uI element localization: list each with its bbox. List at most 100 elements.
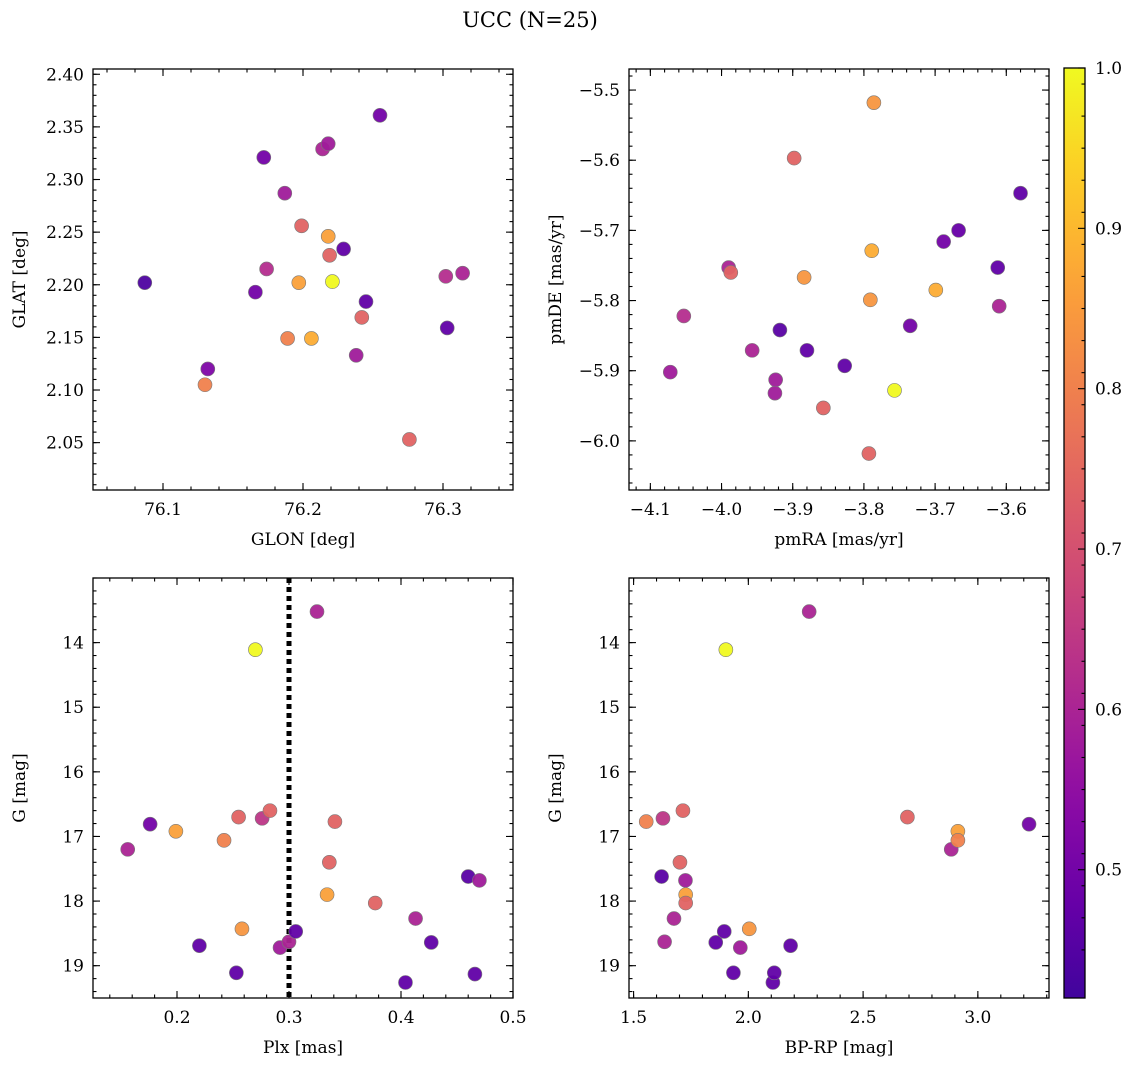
figure-title: UCC (N=25) (462, 8, 598, 32)
scatter-point (655, 811, 671, 826)
scatter-point (304, 331, 319, 346)
scatter-point (472, 873, 487, 888)
scatter-point (676, 308, 692, 324)
y-tick-label: 18 (598, 892, 620, 912)
scatter-point (991, 298, 1007, 314)
scatter-point (744, 343, 760, 358)
colorbar: 0.5 0.6 0.7 0.8 0.9 1.0 (1063, 59, 1122, 999)
scatter-point (936, 234, 951, 249)
y-axis-label: GLAT [deg] (10, 230, 30, 328)
scatter-point (455, 265, 470, 281)
scatter-point (294, 218, 309, 234)
x-tick-label: 2.0 (735, 1008, 762, 1028)
y-tick-label: 2.05 (46, 434, 84, 454)
scatter-point (768, 372, 783, 388)
scatter-point (291, 275, 307, 290)
x-tick-label: −3.6 (986, 500, 1027, 520)
scatter-point (197, 377, 213, 393)
y-tick-label: 16 (598, 763, 620, 783)
scatter-point (200, 361, 216, 377)
scatter-point (951, 223, 966, 238)
x-tick-label: −4.1 (630, 500, 671, 520)
y-tick-label: 18 (62, 892, 84, 912)
scatter-point (733, 940, 748, 955)
scatter-point (950, 833, 966, 848)
x-tick-label: 1.5 (620, 1008, 647, 1028)
scatter-point (467, 966, 483, 982)
axes-frame (92, 577, 514, 999)
axes-frame (628, 577, 1050, 999)
scatter-point (438, 269, 454, 284)
scatter-point (716, 924, 732, 939)
scatter-point (990, 260, 1006, 275)
scatter-point (231, 809, 246, 825)
scatter-point (142, 816, 158, 832)
colorbar-tick-label: 0.7 (1095, 540, 1122, 560)
scatter-point (168, 823, 184, 839)
scatter-point (320, 229, 336, 244)
x-tick-label: 3.0 (964, 1008, 991, 1028)
scatter-point (137, 275, 153, 290)
x-axis-label: Plx [mas] (263, 1038, 343, 1058)
scatter-point (248, 284, 263, 300)
scatter-point (678, 895, 693, 911)
scatter-point (1021, 816, 1037, 832)
scatter-point (718, 642, 734, 658)
scatter-point (367, 895, 383, 911)
scatter-point (767, 385, 783, 401)
y-tick-label: 2.15 (46, 328, 84, 348)
y-tick-label: 19 (62, 957, 84, 977)
y-tick-label: 15 (598, 698, 620, 718)
scatter-point (280, 331, 295, 346)
scatter-point (837, 358, 852, 374)
scatter-point (786, 150, 802, 166)
colorbar-gradient (1064, 68, 1085, 998)
scatter-point (229, 965, 244, 981)
x-tick-label: 0.2 (163, 1008, 190, 1028)
scatter-point (900, 809, 915, 825)
axes-frame (628, 68, 1050, 491)
scatter-point (248, 642, 263, 658)
scatter-point (336, 241, 351, 257)
y-tick-label: −5.6 (579, 151, 620, 171)
colorbar-frame (1063, 67, 1086, 999)
colorbar-tick-label: 0.5 (1095, 861, 1122, 881)
scatter-point (327, 814, 343, 829)
scatter-point (796, 270, 812, 285)
x-tick-label: 0.4 (387, 1008, 414, 1028)
y-tick-label: 2.20 (46, 276, 84, 296)
y-tick-label: 17 (62, 827, 84, 847)
scatter-point (887, 383, 902, 398)
panel-pm: −4.1 −4.0 −3.9 −3.8 −3.7 −3.6 −6.0 −5.9 −5.8 −5.7… (546, 68, 1050, 550)
scatter-point (928, 282, 944, 298)
x-tick-label: 76.2 (284, 500, 322, 520)
x-tick-label: 0.3 (275, 1008, 302, 1028)
scatter-point (772, 322, 788, 338)
scatter-point (234, 921, 250, 937)
scatter-point (288, 924, 304, 939)
y-tick-label: −5.5 (579, 81, 620, 101)
scatter-point (654, 869, 669, 884)
scatter-point (638, 814, 654, 829)
panel-glon-glat: 76.1 76.2 76.3 2.05 2.10 2.15 2.20 2.25 2.30 2.35… (10, 65, 514, 550)
colorbar-tick-label: 0.8 (1095, 380, 1122, 400)
x-tick-label: −3.7 (914, 500, 955, 520)
y-tick-label: 15 (62, 698, 84, 718)
scatter-point (439, 320, 455, 336)
y-axis-label: pmDE [mas/yr] (546, 214, 566, 344)
y-tick-label: 14 (598, 634, 620, 654)
scatter-point (325, 274, 340, 289)
scatter-point (320, 136, 336, 152)
scatter-point (262, 803, 278, 818)
scatter-point (281, 934, 297, 950)
scatter-point (766, 965, 782, 981)
y-tick-label: −6.0 (579, 432, 620, 452)
scatter-point (741, 921, 757, 937)
colorbar-tick-label: 0.6 (1095, 700, 1122, 720)
colorbar-tick-label: 0.9 (1095, 219, 1122, 239)
scatter-point (902, 318, 918, 334)
x-tick-label: −3.9 (772, 500, 813, 520)
scatter-point (861, 446, 877, 461)
scatter-point (708, 935, 724, 950)
